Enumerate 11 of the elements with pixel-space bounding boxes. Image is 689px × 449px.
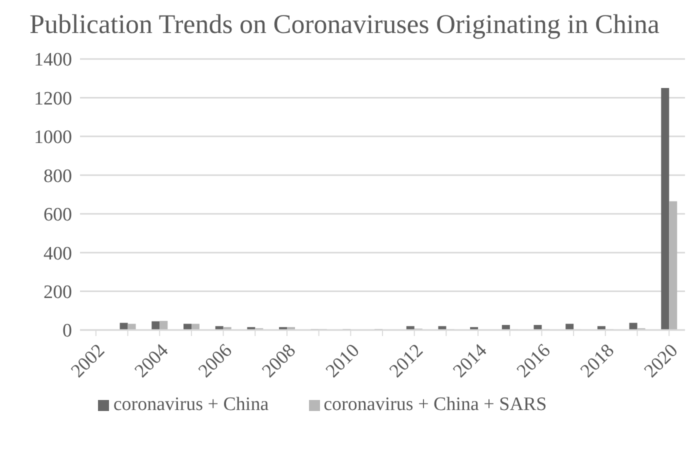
y-tick-label: 200 (44, 282, 72, 304)
chart-title: Publication Trends on Coronaviruses Originating in China (28, 8, 660, 41)
y-tick-label: 1200 (34, 88, 72, 110)
y-tick-label: 0 (62, 320, 72, 342)
y-tick-label: 400 (44, 243, 72, 264)
y-tick-label: 1400 (34, 50, 72, 71)
legend-label: coronavirus + China + SARS (324, 394, 547, 415)
y-tick-label: 600 (44, 204, 72, 226)
y-tick-label: 800 (44, 166, 72, 187)
y-tick-label: 1000 (34, 127, 72, 148)
legend-label: coronavirus + China (113, 394, 269, 415)
